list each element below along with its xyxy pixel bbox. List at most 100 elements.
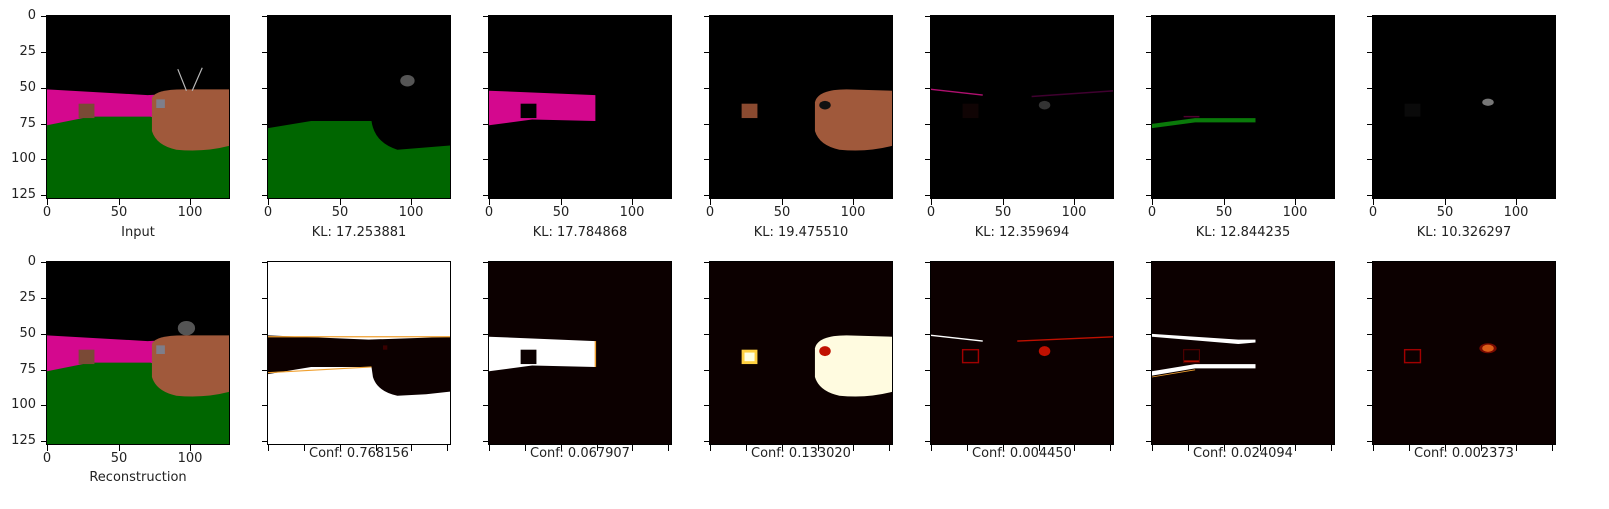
mask-3-heatmap — [710, 262, 892, 444]
y-tick — [41, 124, 47, 125]
slot-2-scene — [489, 16, 671, 198]
x-tick — [1188, 445, 1189, 451]
y-tick — [262, 52, 268, 53]
x-tick-label: 50 — [110, 205, 128, 220]
x-tick-label: 100 — [1061, 205, 1087, 220]
y-tick — [262, 370, 268, 371]
x-tick — [1039, 445, 1040, 451]
reconstruction-image — [46, 261, 230, 445]
y-tick — [41, 159, 47, 160]
mask-1-image — [267, 261, 451, 445]
y-tick-label: 75 — [19, 116, 36, 131]
x-tick — [561, 445, 562, 451]
slot-4-scene — [931, 16, 1113, 198]
x-tick — [931, 445, 932, 451]
y-tick — [483, 124, 489, 125]
panel-caption-conf-2: Conf: 0.067907 — [530, 446, 630, 461]
y-tick — [483, 334, 489, 335]
y-tick — [704, 88, 710, 89]
y-tick — [925, 334, 931, 335]
mask-1-heatmap — [268, 262, 450, 444]
x-tick-label: 0 — [1368, 205, 1378, 220]
x-tick-label: 50 — [1436, 205, 1454, 220]
y-tick — [704, 441, 710, 442]
y-tick — [483, 298, 489, 299]
y-tick — [1367, 16, 1373, 17]
mask-4-heatmap — [931, 262, 1113, 444]
y-tick — [262, 334, 268, 335]
slot-1-image — [267, 15, 451, 199]
x-tick — [447, 445, 448, 451]
y-tick — [41, 16, 47, 17]
x-tick — [1003, 199, 1004, 205]
x-tick — [1295, 445, 1296, 451]
x-tick-label: 0 — [705, 205, 715, 220]
y-tick-label: 0 — [27, 8, 36, 23]
x-tick — [746, 445, 747, 451]
y-tick — [1367, 298, 1373, 299]
mask-6-image — [1372, 261, 1556, 445]
y-tick — [1367, 405, 1373, 406]
y-tick — [262, 124, 268, 125]
y-tick — [483, 370, 489, 371]
y-tick — [1367, 370, 1373, 371]
slot-4-image — [930, 15, 1114, 199]
panel-caption-kl-6: KL: 10.326297 — [1416, 225, 1512, 240]
y-tick — [483, 16, 489, 17]
mask-2-heatmap — [489, 262, 671, 444]
y-tick — [483, 159, 489, 160]
x-tick — [1331, 445, 1332, 451]
y-tick — [483, 195, 489, 196]
y-tick — [1146, 441, 1152, 442]
x-tick — [47, 199, 48, 205]
x-tick — [710, 445, 711, 451]
mask-4-image — [930, 261, 1114, 445]
y-tick — [1146, 405, 1152, 406]
x-tick — [1373, 199, 1374, 205]
y-tick — [262, 262, 268, 263]
x-tick — [1516, 445, 1517, 451]
x-tick — [889, 445, 890, 451]
y-tick — [1146, 334, 1152, 335]
y-tick — [925, 370, 931, 371]
x-tick-label: 100 — [177, 205, 203, 220]
slot-1-scene — [268, 16, 450, 198]
y-tick — [1146, 195, 1152, 196]
slot-6-image — [1372, 15, 1556, 199]
x-tick-label: 50 — [552, 205, 570, 220]
y-tick — [483, 52, 489, 53]
panel-caption-reconstruction: Reconstruction — [89, 470, 187, 485]
y-tick-label: 125 — [11, 433, 36, 448]
y-tick — [925, 298, 931, 299]
y-tick — [704, 16, 710, 17]
x-tick-label: 50 — [1215, 205, 1233, 220]
mask-5-heatmap — [1152, 262, 1334, 444]
x-tick — [1373, 445, 1374, 451]
x-tick-label: 100 — [619, 205, 645, 220]
y-tick — [925, 52, 931, 53]
y-tick — [262, 298, 268, 299]
x-tick-label: 0 — [42, 205, 52, 220]
x-tick — [1260, 445, 1261, 451]
x-tick — [411, 199, 412, 205]
y-tick — [704, 262, 710, 263]
y-tick — [262, 195, 268, 196]
y-tick — [41, 334, 47, 335]
y-tick-label: 100 — [11, 151, 36, 166]
y-tick-label: 0 — [27, 254, 36, 269]
panel-caption-conf-5: Conf: 0.024094 — [1193, 446, 1293, 461]
x-tick-label: 0 — [42, 451, 52, 466]
x-tick — [782, 199, 783, 205]
slot-3-scene — [710, 16, 892, 198]
x-tick-label: 0 — [1147, 205, 1157, 220]
y-tick — [1367, 159, 1373, 160]
x-tick — [190, 445, 191, 451]
x-tick — [1445, 445, 1446, 451]
x-tick — [1295, 199, 1296, 205]
y-tick — [704, 405, 710, 406]
panel-caption-kl-1: KL: 17.253881 — [311, 225, 407, 240]
y-tick — [262, 405, 268, 406]
reconstruction-scene-image — [47, 262, 229, 444]
panel-caption-conf-6: Conf: 0.002373 — [1414, 446, 1514, 461]
x-tick — [818, 445, 819, 451]
